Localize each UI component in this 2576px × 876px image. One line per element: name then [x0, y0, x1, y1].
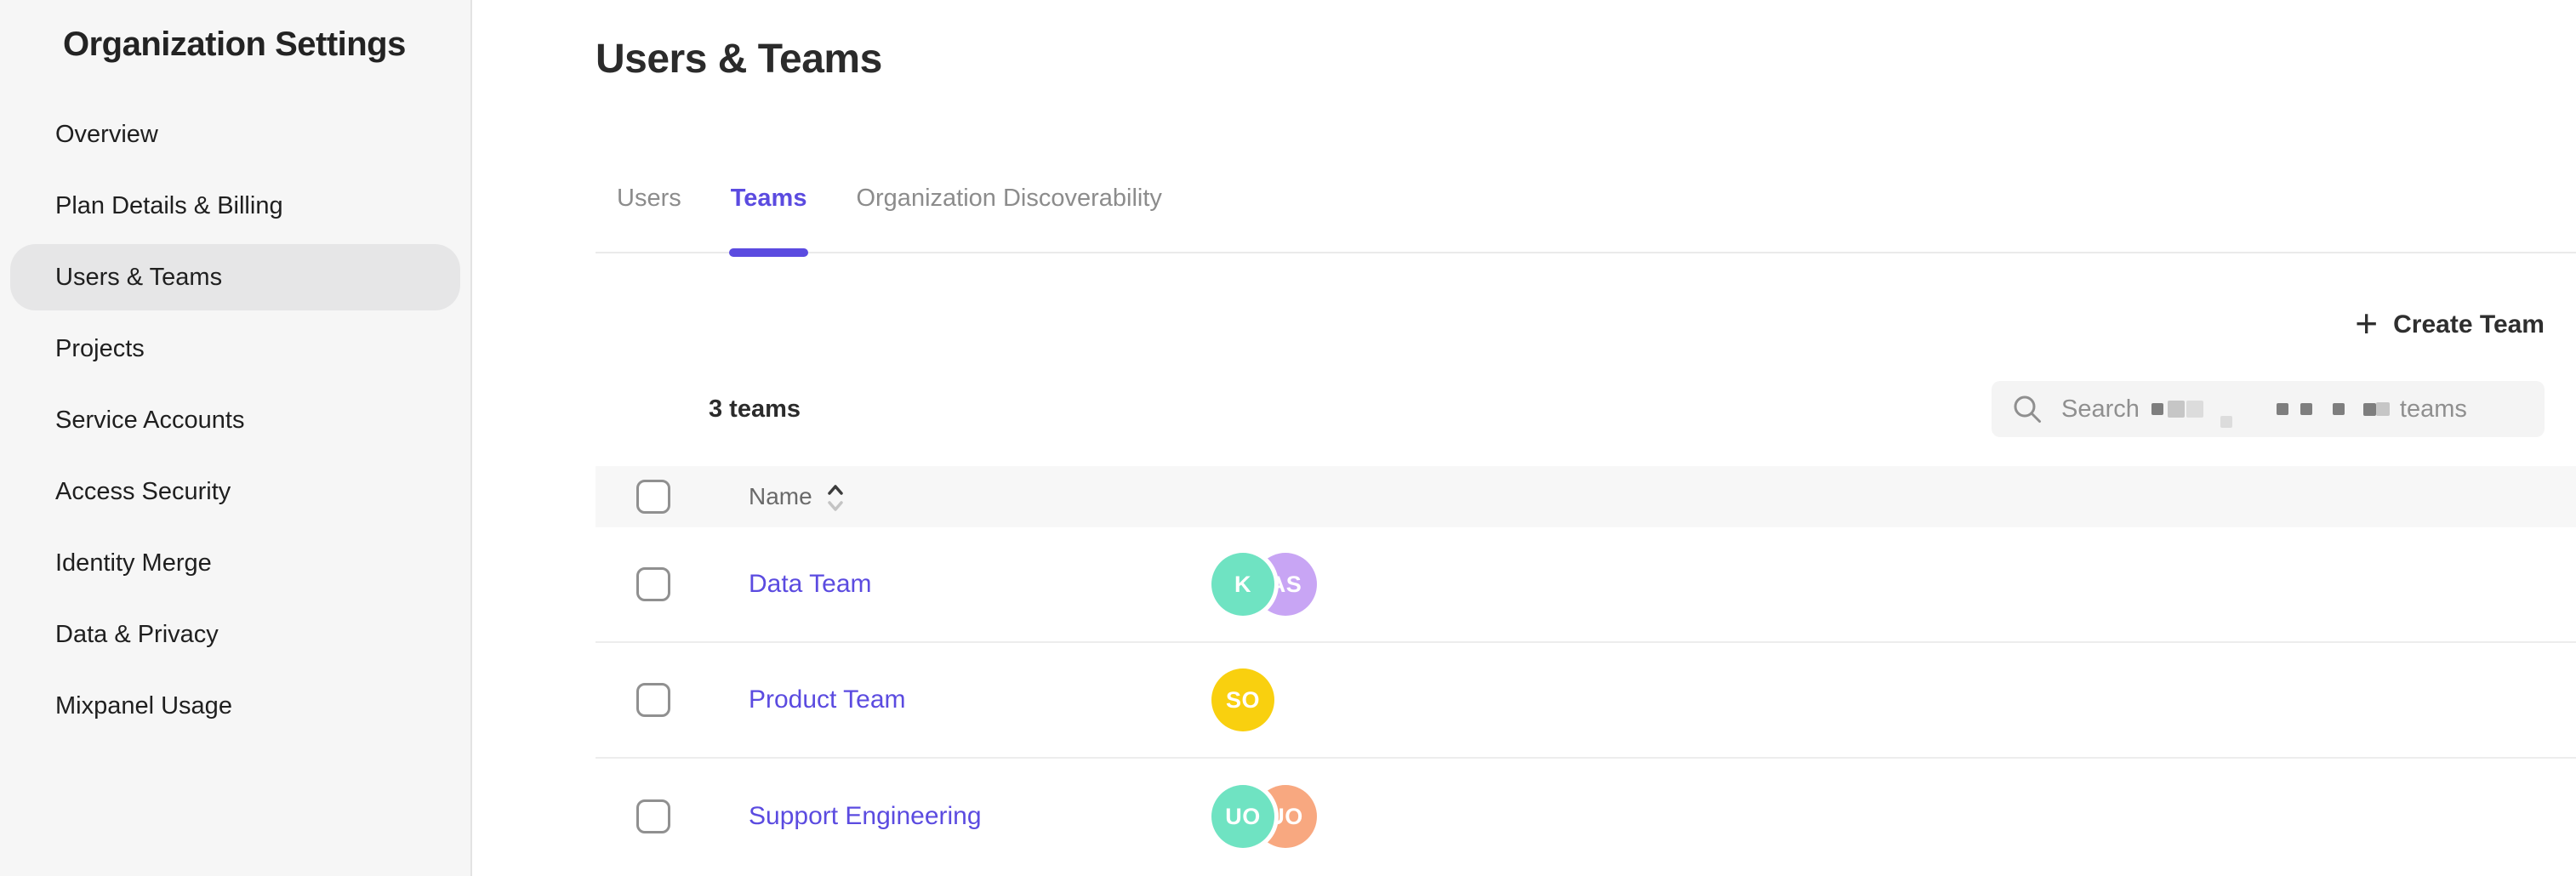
avatar-group: K AS: [1211, 553, 1317, 616]
page-title: Users & Teams: [596, 37, 882, 82]
redacted-block: [2276, 403, 2288, 415]
redacted-block: [2332, 403, 2345, 415]
table-header: Name: [596, 466, 2576, 527]
sidebar-item-projects[interactable]: Projects: [10, 316, 460, 382]
sidebar-item-label: Users & Teams: [55, 263, 223, 291]
redacted-block: [2220, 416, 2232, 428]
team-name-link[interactable]: Data Team: [749, 570, 872, 598]
sidebar-item-plan-details-billing[interactable]: Plan Details & Billing: [10, 173, 460, 239]
redacted-block: [2362, 402, 2376, 416]
redacted-block: [2151, 403, 2163, 415]
sidebar-item-data-privacy[interactable]: Data & Privacy: [10, 601, 460, 668]
sidebar-item-label: Mixpanel Usage: [55, 691, 232, 720]
sidebar-item-label: Service Accounts: [55, 406, 245, 434]
search-placeholder-text: teams: [2399, 395, 2467, 423]
redacted-block: [2186, 401, 2203, 418]
avatar: K: [1211, 553, 1274, 616]
sidebar-item-label: Access Security: [55, 477, 231, 505]
redacted-block: [2375, 402, 2390, 416]
team-count: 3 teams: [709, 395, 801, 423]
team-name-link[interactable]: Support Engineering: [749, 802, 982, 830]
tab-users[interactable]: Users: [617, 185, 681, 213]
team-name-cell: Support Engineering: [749, 802, 1211, 831]
team-name-cell: Product Team: [749, 685, 1211, 714]
sidebar-item-label: Plan Details & Billing: [55, 191, 283, 219]
sidebar-item-label: Overview: [55, 120, 158, 148]
list-controls: 3 teams Search teams: [596, 381, 2545, 437]
search-placeholder: Search teams: [2061, 395, 2524, 428]
tab-bar: Users Teams Organization Discoverability: [596, 185, 2576, 257]
sort-icon[interactable]: [826, 481, 845, 514]
redacted-block: [2167, 401, 2185, 418]
sidebar-nav: Overview Plan Details & Billing Users & Te…: [0, 101, 470, 739]
main-content: Users & Teams Users Teams Organization Dis…: [474, 0, 2576, 876]
redacted-block: [2300, 403, 2312, 415]
avatar: UO: [1211, 785, 1274, 848]
sidebar-item-mixpanel-usage[interactable]: Mixpanel Usage: [10, 673, 460, 739]
tab-label: Teams: [730, 185, 807, 212]
create-team-button[interactable]: + Create Team: [2355, 301, 2545, 345]
sidebar-item-label: Data & Privacy: [55, 620, 219, 648]
avatar-group: SO: [1211, 668, 1274, 731]
avatar-group: UO UO: [1211, 785, 1317, 848]
sidebar-item-users-teams[interactable]: Users & Teams: [10, 244, 460, 310]
team-name-cell: Data Team: [749, 570, 1211, 599]
table-row: Support Engineering UO UO: [596, 759, 2576, 874]
select-all-checkbox[interactable]: [636, 480, 670, 514]
sidebar-item-identity-merge[interactable]: Identity Merge: [10, 530, 460, 596]
plus-icon: +: [2355, 301, 2379, 345]
table-row: Data Team K AS: [596, 527, 2576, 643]
row-checkbox[interactable]: [636, 567, 670, 601]
sidebar-item-label: Projects: [55, 334, 145, 362]
sidebar-item-overview[interactable]: Overview: [10, 101, 460, 168]
table-body: Data Team K AS Product Team SO Support Engine…: [596, 527, 2576, 874]
sidebar-item-service-accounts[interactable]: Service Accounts: [10, 387, 460, 453]
row-checkbox[interactable]: [636, 799, 670, 833]
sidebar-item-access-security[interactable]: Access Security: [10, 458, 460, 525]
avatar: SO: [1211, 668, 1274, 731]
sidebar-item-label: Identity Merge: [55, 549, 212, 577]
column-header-name[interactable]: Name: [749, 480, 1211, 514]
toolbar: + Create Team: [596, 304, 2545, 345]
search-icon: [2012, 394, 2043, 424]
sidebar: Organization Settings Overview Plan Detai…: [0, 0, 472, 876]
search-placeholder-text: Search: [2061, 395, 2140, 423]
tab-label: Users: [617, 185, 681, 212]
tab-label: Organization Discoverability: [856, 185, 1162, 212]
search-input[interactable]: Search teams: [1992, 381, 2545, 437]
sidebar-title: Organization Settings: [63, 26, 406, 63]
create-team-label: Create Team: [2393, 310, 2545, 338]
table-row: Product Team SO: [596, 643, 2576, 759]
teams-table: Name Data Team K AS Product Team SO Support E…: [596, 466, 2576, 874]
team-name-link[interactable]: Product Team: [749, 685, 906, 714]
tab-teams[interactable]: Teams: [728, 185, 809, 257]
column-header-name-label: Name: [749, 483, 812, 509]
tab-organization-discoverability[interactable]: Organization Discoverability: [856, 185, 1161, 213]
row-checkbox[interactable]: [636, 683, 670, 717]
